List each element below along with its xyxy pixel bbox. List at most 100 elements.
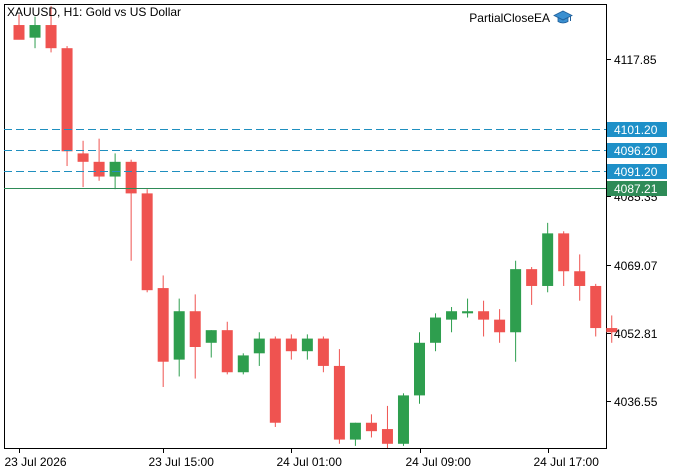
bullish-candle bbox=[205, 330, 217, 358]
bearish-candle bbox=[590, 283, 602, 337]
level-price-tag[interactable]: 4096.20 bbox=[607, 143, 667, 158]
bearish-candle bbox=[141, 189, 153, 293]
bearish-candle bbox=[365, 414, 377, 438]
level-price-tag[interactable]: 4101.20 bbox=[607, 122, 667, 137]
price-tag-box bbox=[607, 122, 667, 137]
bullish-candle bbox=[510, 260, 522, 362]
candle-body bbox=[93, 161, 105, 177]
graduation-cap-icon bbox=[553, 10, 573, 24]
candle-body bbox=[349, 422, 361, 440]
bearish-candle bbox=[61, 46, 73, 167]
symbol-title: XAUUSD, H1: Gold vs US Dollar bbox=[7, 5, 182, 19]
bullish-candle bbox=[301, 334, 313, 360]
candle-body bbox=[365, 422, 377, 432]
candle-body bbox=[397, 395, 409, 444]
bearish-candle bbox=[574, 254, 586, 301]
bullish-candle bbox=[414, 332, 425, 404]
candle-body bbox=[381, 429, 393, 444]
bullish-candle bbox=[237, 353, 249, 375]
bearish-candle bbox=[93, 138, 105, 181]
candle-body bbox=[285, 338, 297, 352]
candle-body bbox=[317, 338, 329, 366]
bearish-candle bbox=[317, 336, 329, 373]
candle-body bbox=[478, 311, 490, 320]
candle-body bbox=[141, 193, 153, 291]
candle-body bbox=[526, 269, 538, 286]
price-tag-label: 4087.21 bbox=[614, 182, 658, 196]
candle-body bbox=[446, 311, 458, 320]
candle-body bbox=[462, 311, 474, 314]
candle-body bbox=[189, 311, 201, 347]
candle-body bbox=[510, 269, 522, 333]
candle-body bbox=[157, 288, 169, 362]
time-tick-label: 24 Jul 09:00 bbox=[406, 455, 472, 469]
bullish-candle bbox=[253, 332, 265, 366]
bullish-candle bbox=[29, 16, 41, 49]
current-price-tag[interactable]: 4087.21 bbox=[607, 181, 667, 196]
bearish-candle bbox=[606, 315, 618, 343]
bearish-candle bbox=[478, 300, 490, 337]
bullish-candle bbox=[430, 313, 442, 352]
bearish-candle bbox=[13, 14, 25, 40]
candle-body bbox=[173, 311, 185, 360]
bearish-candle bbox=[526, 267, 538, 305]
candle-body bbox=[29, 25, 41, 38]
level-price-tag[interactable]: 4091.20 bbox=[607, 164, 667, 179]
price-tag-box bbox=[607, 181, 667, 196]
bearish-candle bbox=[77, 140, 89, 188]
candle-body bbox=[221, 330, 233, 373]
candle-body bbox=[494, 319, 506, 333]
bullish-candle bbox=[349, 422, 361, 446]
price-tag-label: 4096.20 bbox=[614, 144, 658, 158]
bullish-candle bbox=[462, 298, 474, 318]
price-tag-box bbox=[607, 164, 667, 179]
price-tick-label: 4036.55 bbox=[614, 395, 658, 409]
candle-body bbox=[253, 338, 265, 354]
candle-body bbox=[109, 161, 121, 177]
candle-body bbox=[606, 328, 618, 333]
candle-body bbox=[430, 317, 442, 343]
price-tick-label: 4069.07 bbox=[614, 259, 658, 273]
bearish-candle bbox=[221, 321, 233, 375]
candle-body bbox=[77, 153, 89, 162]
expert-advisor-name: PartialCloseEA bbox=[469, 11, 550, 25]
price-levels[interactable]: 4101.20 4096.20 4091.20 4087.21 bbox=[4, 122, 667, 196]
bearish-candle bbox=[494, 309, 506, 343]
time-tick-label: 23 Jul 15:00 bbox=[149, 455, 215, 469]
candle-body bbox=[301, 338, 313, 352]
candles bbox=[13, 6, 618, 448]
bearish-candle bbox=[269, 336, 281, 427]
bearish-candle bbox=[157, 275, 169, 387]
time-tick-label: 23 Jul 2026 bbox=[5, 455, 67, 469]
candle-body bbox=[205, 330, 217, 343]
price-tag-label: 4091.20 bbox=[614, 165, 658, 179]
price-tag-label: 4101.20 bbox=[614, 123, 658, 137]
time-axis[interactable]: 23 Jul 2026 23 Jul 15:00 24 Jul 01:00 24 Ju… bbox=[5, 448, 600, 469]
candle-body bbox=[574, 271, 586, 286]
candle-body bbox=[125, 161, 137, 194]
bullish-candle bbox=[542, 222, 554, 293]
bullish-candle bbox=[446, 307, 458, 333]
candle-body bbox=[558, 233, 570, 272]
price-tick-label: 4117.85 bbox=[614, 53, 657, 67]
time-tick-label: 24 Jul 17:00 bbox=[534, 455, 600, 469]
expert-advisor-label[interactable]: PartialCloseEA bbox=[469, 10, 573, 26]
bullish-candle bbox=[397, 393, 409, 446]
candle-body bbox=[61, 48, 73, 152]
bullish-candle bbox=[173, 298, 185, 377]
bearish-candle bbox=[189, 294, 201, 379]
chart-frame bbox=[4, 4, 607, 449]
price-tick-label: 4052.81 bbox=[614, 327, 658, 341]
candle-body bbox=[414, 342, 425, 396]
candle-body bbox=[45, 25, 57, 49]
bearish-candle bbox=[333, 349, 345, 444]
bearish-candle bbox=[45, 6, 57, 53]
bearish-candle bbox=[125, 159, 137, 261]
candle-body bbox=[269, 338, 281, 423]
candle-body bbox=[13, 25, 25, 40]
price-tag-box bbox=[607, 143, 667, 158]
plot-border bbox=[4, 4, 607, 449]
